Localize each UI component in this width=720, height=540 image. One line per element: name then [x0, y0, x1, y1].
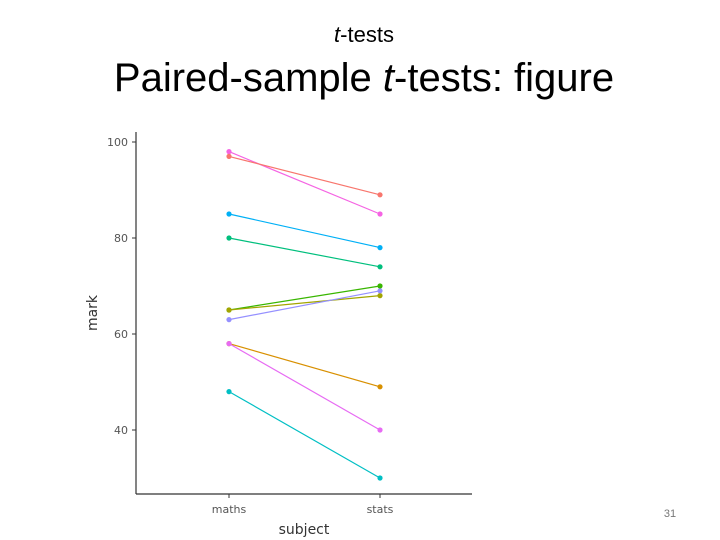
page-number: 31	[663, 508, 677, 520]
x-axis-title: subject	[279, 522, 330, 538]
title-text-post: -tests: figure	[394, 56, 615, 100]
y-tick-label: 80	[114, 232, 128, 245]
series-point-10-stats	[377, 475, 383, 481]
series-point-6-maths	[226, 307, 232, 313]
series-line-1	[228, 151, 381, 215]
series-line-9	[228, 343, 381, 431]
y-axis-title: mark	[85, 294, 101, 331]
series-line-7	[228, 290, 381, 321]
series-point-3-maths	[226, 211, 232, 217]
subtitle-italic-t: t	[334, 22, 341, 47]
series-line-6	[228, 295, 381, 311]
subtitle-text: -tests	[340, 22, 394, 47]
series-point-10-maths	[226, 389, 232, 395]
series-line-8	[228, 343, 381, 388]
series-line-4	[228, 237, 381, 268]
y-tick-label: 100	[107, 136, 128, 149]
series-point-5-stats	[377, 283, 383, 289]
series-point-1-stats	[377, 211, 383, 217]
y-tick-label: 40	[114, 424, 128, 437]
series-point-2-stats	[377, 192, 383, 198]
series-line-2	[228, 155, 381, 196]
series-line-3	[228, 213, 381, 249]
title-italic-t: t	[382, 56, 395, 100]
x-tick-label-maths: maths	[212, 503, 247, 516]
series-point-4-stats	[377, 264, 383, 270]
series-point-3-stats	[377, 245, 383, 251]
slide-title: Paired-sample t-tests: figure	[0, 56, 720, 101]
series-line-10	[228, 391, 381, 479]
y-tick-label: 60	[114, 328, 128, 341]
series-point-6-stats	[377, 293, 383, 299]
series-point-8-stats	[377, 384, 383, 390]
series-point-9-stats	[377, 427, 383, 433]
series-point-1-maths	[226, 149, 232, 155]
slide-subtitle: t-tests	[0, 22, 720, 48]
series-point-7-maths	[226, 317, 232, 323]
title-text-pre: Paired-sample	[113, 56, 383, 100]
series-line-5	[228, 285, 381, 311]
series-point-4-maths	[226, 235, 232, 241]
series-point-2-maths	[226, 153, 232, 159]
series-point-7-stats	[377, 288, 383, 294]
x-tick-label-stats: stats	[367, 503, 394, 516]
series-point-9-maths	[226, 341, 232, 347]
